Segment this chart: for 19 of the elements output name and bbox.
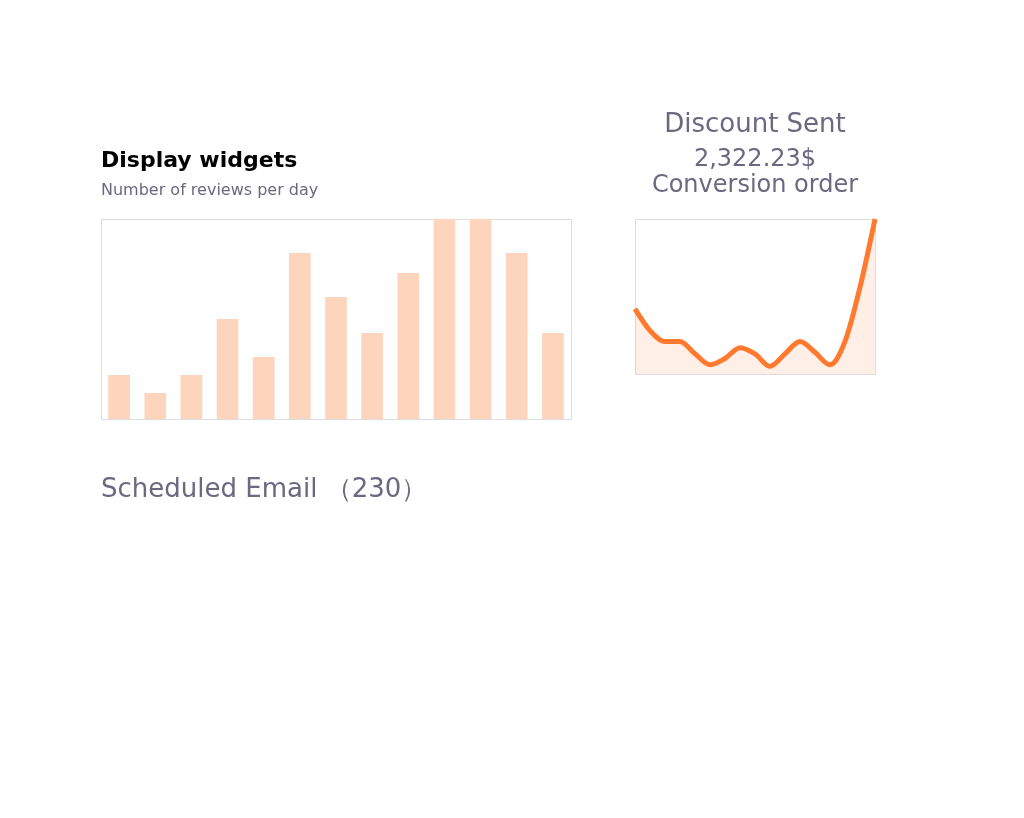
bar (361, 333, 383, 419)
text: Scheduled Email （230） (101, 473, 428, 503)
chart-subtitle: Number of reviews per day (101, 180, 319, 199)
bar (542, 333, 564, 419)
text: Conversion order (651, 169, 859, 198)
bar (325, 297, 347, 419)
bar (433, 219, 456, 419)
bar (216, 319, 239, 419)
bar (108, 375, 130, 419)
bar (289, 253, 311, 419)
text: 2,322.23$ (693, 143, 817, 172)
bar (252, 357, 275, 419)
bar (397, 273, 420, 419)
bar (505, 253, 528, 419)
bar (469, 219, 492, 419)
chart-title: Display widgets (101, 147, 298, 172)
bar (144, 393, 167, 419)
bar (180, 375, 203, 419)
chart-title: Discount Sent (664, 107, 846, 138)
